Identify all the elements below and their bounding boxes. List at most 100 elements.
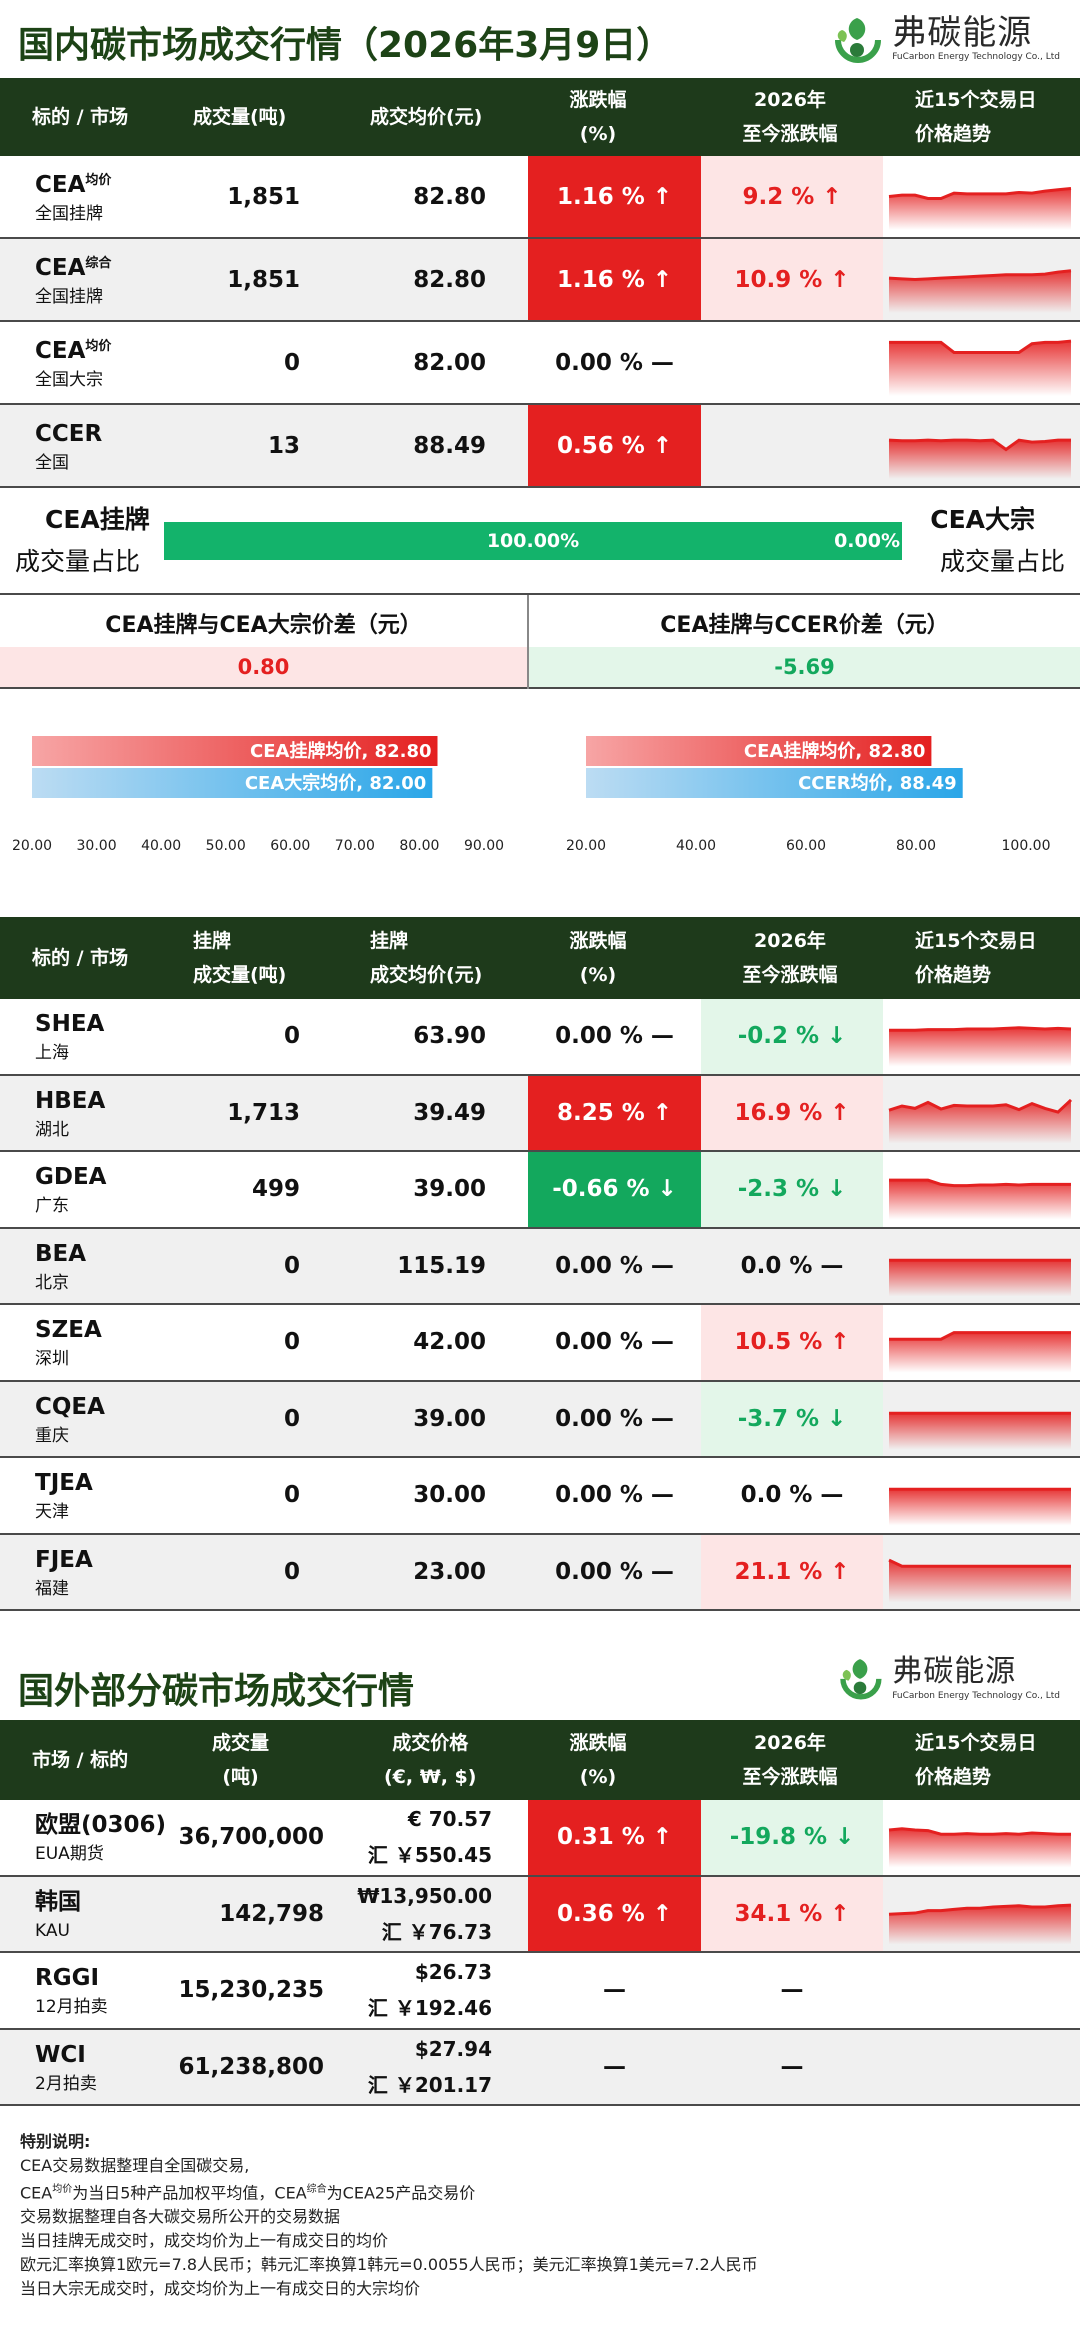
row-price: 30.00 [413,1482,486,1509]
section-header: 国内碳市场成交行情（2026年3月9日） 弗碳能源 FuCarbon Energ… [0,0,1080,78]
trend-line [889,1331,1071,1341]
page-title: 国内碳市场成交行情（2026年3月9日） [18,25,673,66]
row-trend [883,1229,1080,1304]
trend-line [888,186,1072,201]
note-line: 当日大宗无成交时，成交均价为上一有成交日的大宗均价 [20,2279,421,2299]
row-trend [883,239,1080,320]
bar-1 [32,768,433,798]
row-name: WCI 2月拍卖 [35,2030,97,2105]
row-subtitle: KAU [35,1920,70,1941]
tick-label: 60.00 [270,838,310,854]
row-title: SZEA [35,1317,102,1344]
row-price: € 70.57 汇 ￥550.45 [330,1800,492,1875]
tick-label: 40.00 [676,838,716,854]
tick-label: 50.00 [206,838,246,854]
col-ytd: 2026年 至今涨跌幅 [742,930,838,986]
price-local: € 70.57 [407,1807,492,1832]
row-subtitle: 全国大宗 [35,369,103,390]
row-ytd: — [780,1977,804,2004]
col-market: 标的 / 市场 [32,106,129,128]
table-row: CEA综合 全国挂牌 1,851 82.80 1.16 % ↑ 10.9 % ↑ [0,239,1080,322]
row-title: CEA均价 [35,337,112,364]
table-row: GDEA 广东 499 39.00 -0.66 % ↓ -2.3 % ↓ [0,1152,1080,1229]
bar-label: CEA挂牌均价, 82.80 [250,740,431,762]
trend-line [888,438,1071,452]
table-row: TJEA 天津 0 30.00 0.00 % — 0.0 % — [0,1458,1080,1535]
row-ytd [701,405,883,486]
trend-line [889,1178,1071,1188]
tick-label: 40.00 [141,838,181,854]
bar-0 [586,736,932,766]
row-price: 82.80 [413,183,486,210]
row-subtitle: 上海 [35,1043,69,1064]
row-ytd [701,322,883,403]
row-volume: 142,798 [219,1900,324,1927]
ratio-right-title: CEA大宗 [930,505,1035,534]
price-local: $26.73 [414,1960,492,1985]
trend-area [889,440,1071,479]
price-cny: 汇 ￥201.17 [367,2072,492,2097]
bar-chart-svg: CEA挂牌均价, 82.80 CEA大宗均价, 82.00 20.00 30.00 40… [12,736,504,854]
volume-share-section: CEA挂牌 成交量占比 CEA大宗 成交量占比 100.00% 0.00% [0,490,1080,590]
ratio-right-sub: 成交量占比 [939,547,1065,576]
row-subtitle: 福建 [35,1578,69,1599]
col-volume: 成交量(吨) [212,1732,270,1788]
row-ytd: 10.5 % ↑ [701,1305,883,1380]
row-name: SHEA 上海 [35,999,104,1074]
table-row: 韩国 KAU 142,798 ₩13,950.00 汇 ￥76.73 0.36 % ↑ 34… [0,1876,1080,1953]
row-volume: 13 [267,432,300,459]
row-trend [883,1877,1080,1952]
row-subtitle: 全国挂牌 [35,286,103,307]
row-title-sup: 均价 [85,172,112,188]
row-price: 88.49 [413,432,486,459]
row-trend [883,999,1080,1074]
note-line: 欧元汇率换算1欧元=7.8人民币；韩元汇率换算1韩元=0.0055人民币；美元汇… [20,2255,758,2275]
bar-chart-svg: CEA挂牌均价, 82.80 CCER均价, 88.49 20.00 40.00 60.… [566,736,1051,854]
row-subtitle: 重庆 [35,1425,69,1446]
trend-area [889,1489,1071,1526]
row-trend [883,405,1080,486]
table-row: CEA均价 全国大宗 0 82.00 0.00 % — [0,322,1080,405]
leaf-logo-icon [834,1652,886,1704]
col-ytd: 2026年 至今涨跌幅 [742,1732,838,1788]
table-row: CQEA 重庆 0 39.00 0.00 % — -3.7 % ↓ [0,1381,1080,1458]
row-ytd: -3.7 % ↓ [701,1381,883,1456]
col-price: 挂牌 成交均价(元) [370,930,483,986]
row-ytd: 34.1 % ↑ [701,1876,883,1951]
col-volume: 挂牌 成交量(吨) [193,930,287,986]
price-bar-chart-2: CEA挂牌均价, 82.80 CCER均价, 88.49 20.00 40.00 60.… [556,700,1066,880]
logo-chinese: 弗碳能源 [892,1654,1017,1689]
row-title-sup: 均价 [85,338,112,354]
row-price: 23.00 [413,1558,486,1585]
row-subtitle: EUA期货 [35,1844,104,1865]
row-change: -0.66 % ↓ [528,1152,701,1227]
table-row: SZEA 深圳 0 42.00 0.00 % — 10.5 % ↑ [0,1305,1080,1382]
row-trend [883,2030,1080,2105]
section2-title: 国外部分碳市场成交行情 [18,1671,415,1712]
col-trend: 近15个交易日 价格趋势 [915,1732,1037,1788]
row-title: HBEA [35,1087,106,1114]
table-row: BEA 北京 0 115.19 0.00 % — 0.0 % — [0,1228,1080,1305]
row-trend [883,1076,1080,1151]
table3-header: 市场 / 标的 成交量 (吨) 成交价格 (€, ₩, $) 涨跌幅 (%) 2026… [0,1720,1080,1800]
table-row: CCER 全国 13 88.49 0.56 % ↑ [0,405,1080,488]
col-change: 涨跌幅 (%) [569,930,627,986]
row-trend [883,1305,1080,1380]
row-trend [883,1458,1080,1533]
row-price: 115.19 [397,1252,486,1279]
price-diff-section: CEA挂牌与CEA大宗价差（元） 0.80 CEA挂牌与CCER价差（元） -5… [0,593,1080,689]
bar-1 [586,768,963,798]
row-title: CEA综合 [35,254,112,281]
row-volume: 0 [283,1558,300,1585]
row-price: 42.00 [413,1329,486,1356]
tick-label: 20.00 [12,838,52,854]
row-ytd: 9.2 % ↑ [701,156,883,237]
row-title: TJEA [35,1470,93,1497]
trend-area [889,1559,1071,1602]
share-left-value: 100.00% [486,530,580,552]
footnotes: 特别说明: CEA交易数据整理自全国碳交易, CEA均价为当日5种产品加权平均值… [20,2130,758,2301]
col-volume: 成交量(吨) [193,106,287,128]
row-subtitle: 全国挂牌 [35,203,103,224]
tick-label: 60.00 [786,838,826,854]
table-row: CEA均价 全国挂牌 1,851 82.80 1.16 % ↑ 9.2 % ↑ [0,156,1080,239]
